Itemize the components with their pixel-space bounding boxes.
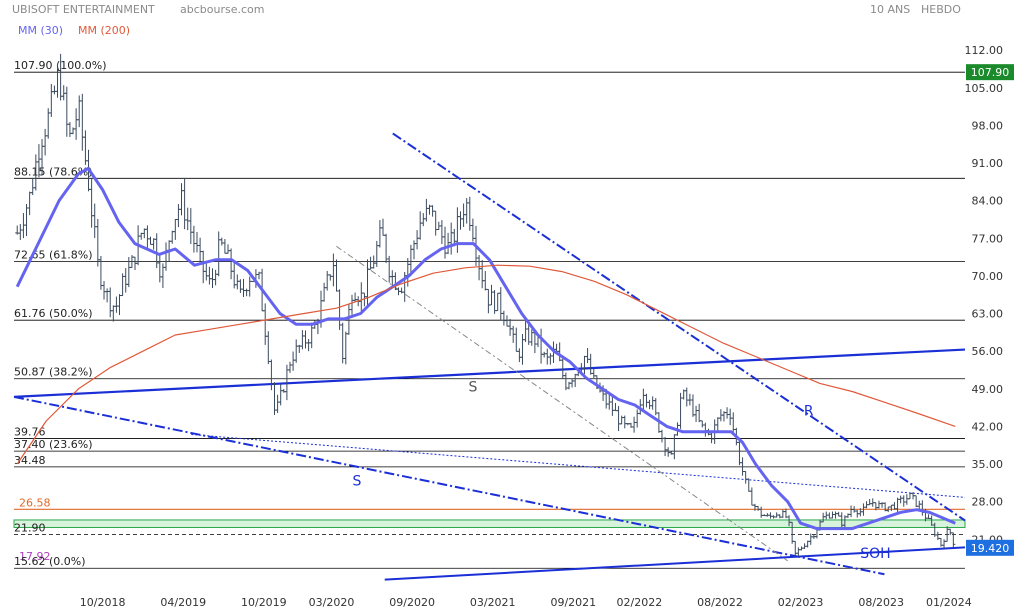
x-tick-label: 02/2023 bbox=[778, 596, 824, 609]
ma30-line bbox=[15, 166, 956, 531]
last-price-box bbox=[966, 539, 1014, 556]
fib-level-label: 34.48 bbox=[14, 454, 46, 467]
moving-averages bbox=[15, 166, 956, 531]
resistance-line-upper bbox=[13, 348, 966, 398]
x-tick-label: 09/2021 bbox=[550, 596, 596, 609]
chart-title: UBISOFT ENTERTAINMENT bbox=[12, 3, 155, 16]
fib-level-label: 21.90 bbox=[14, 521, 46, 534]
purple-level-label: 17.92 bbox=[19, 550, 51, 563]
chart-source: abcbourse.com bbox=[180, 3, 264, 16]
support-line-lower bbox=[384, 546, 966, 581]
orange-level-label: 26.58 bbox=[19, 496, 51, 509]
y-tick-label: 70.00 bbox=[972, 270, 1004, 283]
fib-level-label: 15.62 (0.0%) bbox=[14, 555, 86, 568]
y-tick-label: 77.00 bbox=[972, 232, 1004, 245]
y-tick-label: 84.00 bbox=[972, 195, 1004, 208]
axes: 112.00 105.00 98.00 91.00 84.00 77.00 70.00 63.… bbox=[80, 44, 1014, 609]
x-tick-label: 03/2021 bbox=[470, 596, 516, 609]
high-price-box bbox=[966, 64, 1014, 81]
legend-ma200: MM (200) bbox=[78, 24, 130, 37]
annotations: S S R SOH bbox=[352, 379, 890, 562]
y-tick-label: 28.00 bbox=[972, 496, 1004, 509]
frequency-label: HEBDO bbox=[921, 3, 961, 16]
annotation-s: S bbox=[469, 379, 478, 395]
period-label: 10 ANS bbox=[870, 3, 910, 16]
y-tick-label: 35.00 bbox=[972, 458, 1004, 471]
x-tick-label: 02/2022 bbox=[617, 596, 663, 609]
fib-level-label: 50.87 (38.2%) bbox=[14, 366, 93, 379]
x-tick-label: 04/2019 bbox=[160, 596, 206, 609]
resistance-line-r bbox=[392, 132, 966, 522]
x-tick-label: 10/2018 bbox=[80, 596, 126, 609]
fib-level-label: 37.40 (23.6%) bbox=[14, 438, 93, 451]
annotation-r: R bbox=[804, 404, 814, 420]
x-tick-label: 09/2020 bbox=[389, 596, 435, 609]
x-tick-label: 03/2020 bbox=[309, 596, 355, 609]
y-tick-label: 56.00 bbox=[972, 345, 1004, 358]
x-tick-label: 08/2023 bbox=[858, 596, 904, 609]
legend-ma30: MM (30) bbox=[18, 24, 63, 37]
fib-level-label: 88.15 (78.6%) bbox=[14, 165, 93, 178]
trend-lines bbox=[13, 132, 966, 581]
support-line-s bbox=[13, 395, 885, 576]
y-tick-label: 98.00 bbox=[972, 119, 1004, 132]
grey-channel-line bbox=[336, 245, 788, 562]
fib-level-label: 61.76 (50.0%) bbox=[14, 307, 93, 320]
y-tick-label: 49.00 bbox=[972, 383, 1004, 396]
y-tick-label: 63.00 bbox=[972, 308, 1004, 321]
annotation-soh: SOH bbox=[860, 546, 890, 562]
y-tick-label: 42.00 bbox=[972, 420, 1004, 433]
x-tick-label: 08/2022 bbox=[697, 596, 743, 609]
y-tick-label: 91.00 bbox=[972, 157, 1004, 170]
green-support-band bbox=[13, 519, 966, 528]
high-price-label: 107.90 bbox=[971, 66, 1010, 79]
dotted-trend-line bbox=[191, 433, 966, 498]
fib-level-label: 72.65 (61.8%) bbox=[14, 249, 93, 262]
fib-level-label: 39.76 bbox=[14, 425, 46, 438]
price-bar bbox=[951, 532, 956, 548]
x-tick-label: 01/2024 bbox=[926, 596, 972, 609]
x-tick-label: 10/2019 bbox=[241, 596, 287, 609]
last-price-label: 19.420 bbox=[971, 542, 1010, 555]
y-tick-label: 112.00 bbox=[965, 44, 1004, 57]
annotation-s: S bbox=[352, 474, 361, 490]
ma200-line bbox=[16, 264, 956, 465]
y-tick-label: 105.00 bbox=[965, 82, 1004, 95]
price-bars bbox=[15, 53, 956, 557]
